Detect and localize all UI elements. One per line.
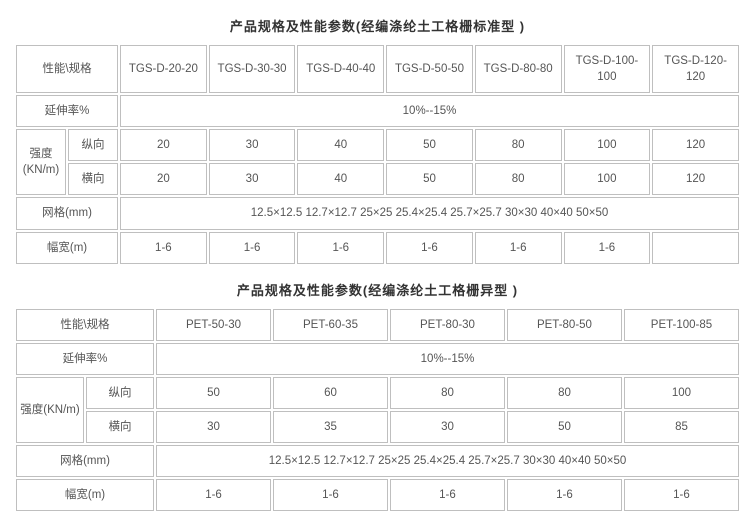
spec-table-2: 性能\规格 PET-50-30 PET-60-35 PET-80-30 PET-… bbox=[14, 307, 741, 514]
value-cell: 30 bbox=[390, 411, 505, 443]
value-cell: 20 bbox=[120, 163, 207, 195]
value-cell: 20 bbox=[120, 129, 207, 161]
longitudinal-label: 纵向 bbox=[68, 129, 118, 161]
elongation-value: 10%--15% bbox=[120, 95, 739, 127]
value-cell: 1-6 bbox=[120, 232, 207, 264]
value-cell: 80 bbox=[507, 377, 622, 409]
model-cell: TGS-D-80-80 bbox=[475, 45, 562, 93]
spec-table-1: 性能\规格 TGS-D-20-20 TGS-D-30-30 TGS-D-40-4… bbox=[14, 43, 741, 266]
value-cell: 100 bbox=[564, 129, 651, 161]
value-cell: 120 bbox=[652, 163, 739, 195]
value-cell: 100 bbox=[624, 377, 739, 409]
elongation-value: 10%--15% bbox=[156, 343, 739, 375]
model-cell: PET-60-35 bbox=[273, 309, 388, 341]
value-cell: 1-6 bbox=[564, 232, 651, 264]
value-cell: 50 bbox=[386, 129, 473, 161]
width-label: 幅宽(m) bbox=[16, 232, 118, 264]
value-cell: 80 bbox=[475, 163, 562, 195]
model-cell: PET-100-85 bbox=[624, 309, 739, 341]
mesh-label: 网格(mm) bbox=[16, 445, 154, 477]
value-cell: 60 bbox=[273, 377, 388, 409]
table-row: 强度(KN/m) 纵向 20 30 40 50 80 100 120 bbox=[16, 129, 739, 161]
model-cell: PET-80-30 bbox=[390, 309, 505, 341]
value-cell: 30 bbox=[156, 411, 271, 443]
table-row: 延伸率% 10%--15% bbox=[16, 343, 739, 375]
value-cell: 120 bbox=[652, 129, 739, 161]
strength-label: 强度(KN/m) bbox=[16, 129, 66, 195]
value-cell: 1-6 bbox=[390, 479, 505, 511]
table-row: 横向 20 30 40 50 80 100 120 bbox=[16, 163, 739, 195]
transverse-label: 横向 bbox=[86, 411, 154, 443]
transverse-label: 横向 bbox=[68, 163, 118, 195]
value-cell: 100 bbox=[564, 163, 651, 195]
mesh-value: 12.5×12.5 12.7×12.7 25×25 25.4×25.4 25.7… bbox=[120, 197, 739, 229]
table-row: 延伸率% 10%--15% bbox=[16, 95, 739, 127]
table-row: 幅宽(m) 1-6 1-6 1-6 1-6 1-6 bbox=[16, 479, 739, 511]
value-cell: 35 bbox=[273, 411, 388, 443]
table-row: 网格(mm) 12.5×12.5 12.7×12.7 25×25 25.4×25… bbox=[16, 197, 739, 229]
model-cell: TGS-D-120-120 bbox=[652, 45, 739, 93]
model-cell: TGS-D-20-20 bbox=[120, 45, 207, 93]
value-cell: 40 bbox=[297, 163, 384, 195]
value-cell: 80 bbox=[390, 377, 505, 409]
value-cell: 80 bbox=[475, 129, 562, 161]
table-row: 性能\规格 PET-50-30 PET-60-35 PET-80-30 PET-… bbox=[16, 309, 739, 341]
model-cell: TGS-D-100-100 bbox=[564, 45, 651, 93]
value-cell bbox=[652, 232, 739, 264]
model-cell: TGS-D-40-40 bbox=[297, 45, 384, 93]
value-cell: 40 bbox=[297, 129, 384, 161]
table-row: 性能\规格 TGS-D-20-20 TGS-D-30-30 TGS-D-40-4… bbox=[16, 45, 739, 93]
width-label: 幅宽(m) bbox=[16, 479, 154, 511]
elongation-label: 延伸率% bbox=[16, 343, 154, 375]
value-cell: 1-6 bbox=[475, 232, 562, 264]
value-cell: 1-6 bbox=[273, 479, 388, 511]
model-cell: PET-50-30 bbox=[156, 309, 271, 341]
value-cell: 1-6 bbox=[209, 232, 296, 264]
value-cell: 85 bbox=[624, 411, 739, 443]
row-header: 性能\规格 bbox=[16, 45, 118, 93]
value-cell: 30 bbox=[209, 129, 296, 161]
value-cell: 1-6 bbox=[624, 479, 739, 511]
model-cell: TGS-D-30-30 bbox=[209, 45, 296, 93]
table2-title: 产品规格及性能参数(经编涤纶土工格栅异型 ) bbox=[14, 280, 741, 299]
strength-label: 强度(KN/m) bbox=[16, 377, 84, 443]
value-cell: 1-6 bbox=[507, 479, 622, 511]
value-cell: 50 bbox=[156, 377, 271, 409]
model-cell: TGS-D-50-50 bbox=[386, 45, 473, 93]
value-cell: 50 bbox=[507, 411, 622, 443]
value-cell: 1-6 bbox=[156, 479, 271, 511]
row-header: 性能\规格 bbox=[16, 309, 154, 341]
value-cell: 1-6 bbox=[386, 232, 473, 264]
mesh-label: 网格(mm) bbox=[16, 197, 118, 229]
table-row: 幅宽(m) 1-6 1-6 1-6 1-6 1-6 1-6 bbox=[16, 232, 739, 264]
table-row: 强度(KN/m) 纵向 50 60 80 80 100 bbox=[16, 377, 739, 409]
table-row: 横向 30 35 30 50 85 bbox=[16, 411, 739, 443]
value-cell: 50 bbox=[386, 163, 473, 195]
mesh-value: 12.5×12.5 12.7×12.7 25×25 25.4×25.4 25.7… bbox=[156, 445, 739, 477]
longitudinal-label: 纵向 bbox=[86, 377, 154, 409]
model-cell: PET-80-50 bbox=[507, 309, 622, 341]
value-cell: 30 bbox=[209, 163, 296, 195]
table1-title: 产品规格及性能参数(经编涤纶土工格栅标准型 ) bbox=[14, 16, 741, 35]
table-row: 网格(mm) 12.5×12.5 12.7×12.7 25×25 25.4×25… bbox=[16, 445, 739, 477]
value-cell: 1-6 bbox=[297, 232, 384, 264]
elongation-label: 延伸率% bbox=[16, 95, 118, 127]
